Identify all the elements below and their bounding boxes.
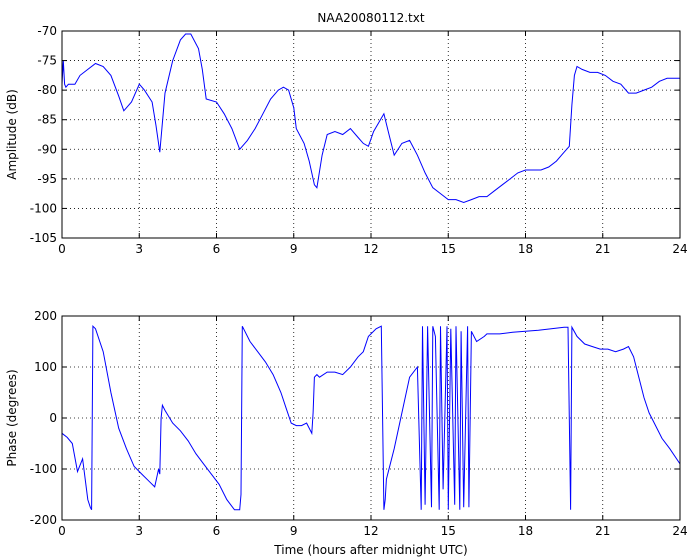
phase-y-tick-label: 200 (34, 309, 57, 323)
phase-axes: 0 3 6 9 12 15 18 21 24 -200 -100 0 100 200 Time (hour… (5, 309, 688, 557)
amplitude-x-tick-label: 24 (672, 242, 687, 256)
amplitude-y-tick-label: -80 (37, 83, 57, 97)
amplitude-x-tick-label: 12 (363, 242, 378, 256)
amplitude-x-tick-label: 15 (441, 242, 456, 256)
phase-x-tick-label: 24 (672, 524, 687, 538)
phase-y-tick-label: -100 (30, 462, 57, 476)
amplitude-y-tick-label: -90 (37, 142, 57, 156)
phase-y-tick-label: 0 (49, 411, 57, 425)
amplitude-y-tick-label: -85 (37, 113, 57, 127)
amplitude-plot-area (61, 30, 681, 239)
amplitude-x-tick-label: 18 (518, 242, 533, 256)
phase-x-tick-label: 9 (290, 524, 298, 538)
amplitude-x-tick-label: 3 (135, 242, 143, 256)
amplitude-y-tick-label: -75 (37, 54, 57, 68)
phase-x-tick-label: 21 (595, 524, 610, 538)
phase-x-axis-label: Time (hours after midnight UTC) (273, 543, 467, 557)
amplitude-y-tick-label: -70 (37, 24, 57, 38)
amplitude-axes: 0 3 6 9 12 15 18 21 24 -105 -100 -95 -90 -85 -80 -75 -70… (5, 11, 688, 256)
phase-x-tick-label: 6 (213, 524, 221, 538)
amplitude-y-tick-label: -100 (30, 201, 57, 215)
phase-x-tick-label: 3 (135, 524, 143, 538)
amplitude-series-line (61, 33, 680, 204)
amplitude-y-tick-label: -95 (37, 172, 57, 186)
amplitude-x-tick-label: 0 (58, 242, 66, 256)
phase-x-tick-label: 12 (363, 524, 378, 538)
amplitude-x-tick-label: 6 (213, 242, 221, 256)
amplitude-plot-frame (61, 30, 681, 239)
amplitude-x-tick-label: 21 (595, 242, 610, 256)
phase-y-axis-label: Phase (degrees) (5, 369, 19, 466)
amplitude-y-tick-label: -105 (30, 231, 57, 245)
chart-title: NAA20080112.txt (317, 11, 424, 25)
phase-series-line (61, 325, 681, 511)
phase-x-tick-label: 15 (441, 524, 456, 538)
phase-y-tick-label: -200 (30, 513, 57, 527)
phase-x-tick-label: 0 (58, 524, 66, 538)
phase-y-tick-label: 100 (34, 360, 57, 374)
amplitude-y-axis-label: Amplitude (dB) (5, 89, 19, 180)
phase-plot-frame (61, 315, 681, 521)
phase-x-tick-label: 18 (518, 524, 533, 538)
amplitude-x-tick-label: 9 (290, 242, 298, 256)
